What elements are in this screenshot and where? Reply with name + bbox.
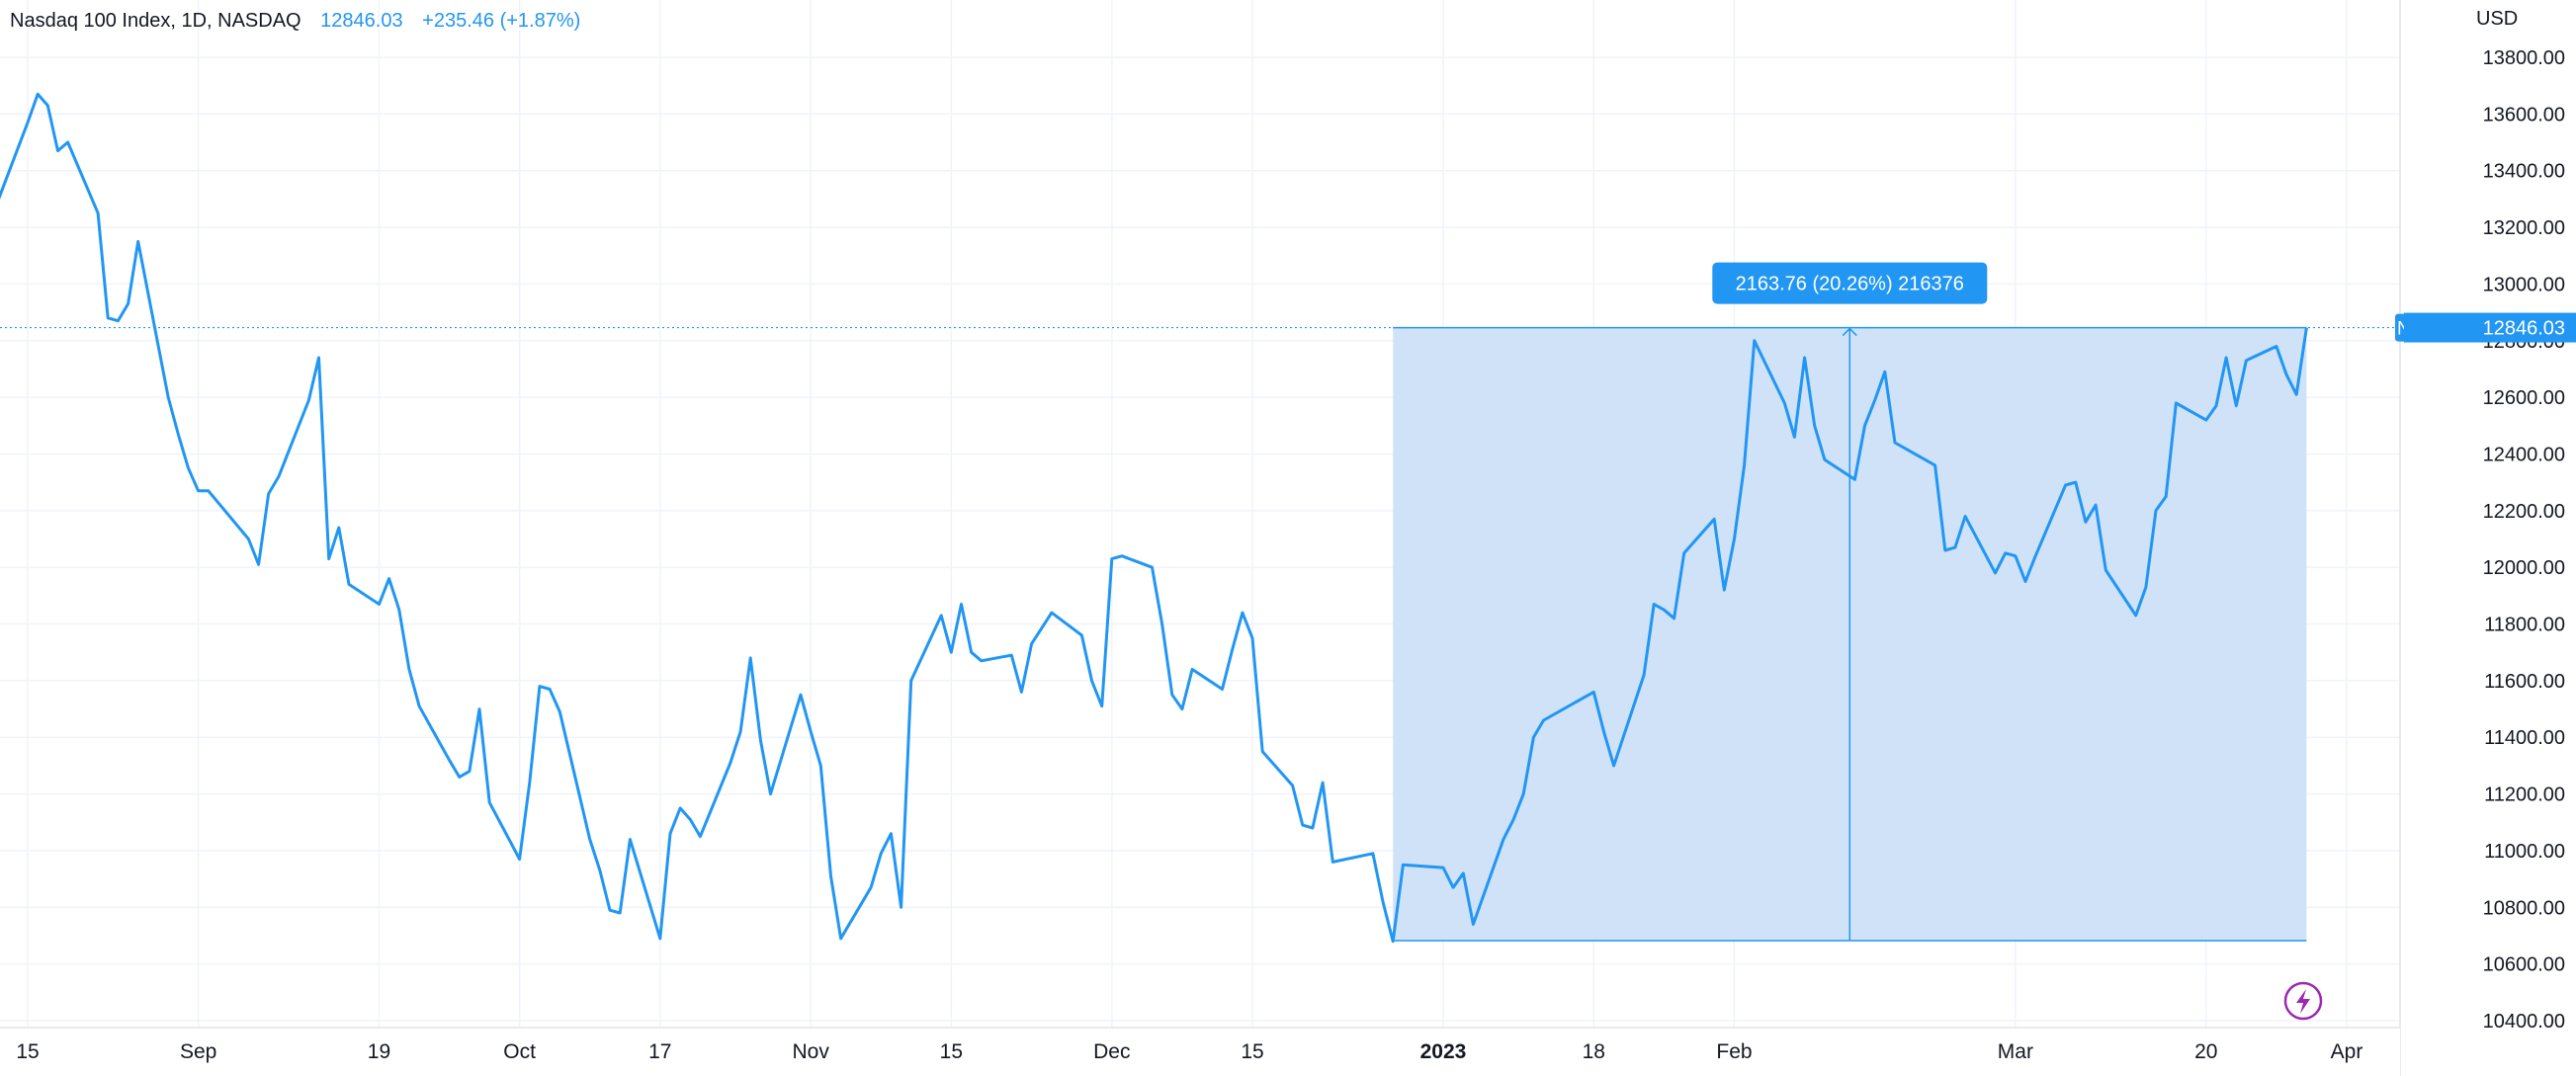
measure-label-text: 2163.76 (20.26%) 216376: [1736, 274, 1964, 295]
price-axis-tick-label: 11000.00: [2484, 841, 2565, 863]
time-axis-tick-label: Dec: [1093, 1040, 1130, 1063]
price-axis-tick-label: 12600.00: [2483, 387, 2565, 409]
price-axis-tick-label: 12200.00: [2483, 501, 2565, 523]
time-axis-tick-label: 15: [940, 1040, 963, 1063]
time-axis-tick-label: Nov: [792, 1040, 829, 1063]
current-price-tag-text: 12846.03: [2483, 318, 2565, 340]
time-axis-tick-label: 15: [1241, 1040, 1263, 1063]
price-axis-tick-label: 13600.00: [2483, 104, 2565, 125]
time-axis-tick-label: Apr: [2331, 1040, 2363, 1063]
time-axis-tick-label: Sep: [180, 1040, 216, 1063]
time-axis-tick-label: 2023: [1420, 1040, 1467, 1063]
replay-button[interactable]: [2283, 981, 2323, 1021]
price-axis-tick-label: 12000.00: [2483, 557, 2565, 579]
legend-last-value: 12846.03: [320, 10, 403, 32]
price-range-measure[interactable]: [1393, 326, 2307, 942]
price-axis-currency: USD: [2476, 8, 2518, 30]
measure-label-group: 2163.76 (20.26%) 216376: [1712, 262, 1988, 304]
price-axis-tick-label: 13000.00: [2483, 274, 2565, 295]
current-price-tag: [2404, 312, 2576, 343]
time-axis-tick-label: Feb: [1716, 1040, 1752, 1063]
price-axis-tick-label: 12400.00: [2483, 444, 2565, 465]
price-axis-tick-label: 11400.00: [2484, 727, 2565, 749]
price-axis-tick-label: 13200.00: [2483, 217, 2565, 239]
lightning-bolt-icon: [2296, 989, 2310, 1014]
price-axis-tick-label: 11200.00: [2484, 785, 2565, 806]
legend-symbol-title: Nasdaq 100 Index, 1D, NASDAQ: [10, 10, 301, 32]
time-axis-tick-label: 20: [2194, 1040, 2217, 1063]
price-axis-tick-label: 13800.00: [2483, 47, 2565, 69]
time-axis-tick-label: 15: [16, 1040, 39, 1063]
price-axis-tick-label: 13400.00: [2483, 161, 2565, 183]
price-axis-tick-label: 10400.00: [2483, 1011, 2565, 1033]
price-axis-tick-label: 11600.00: [2484, 671, 2565, 693]
measure-label-box: [1712, 262, 1988, 304]
price-axis-tick-label: 10600.00: [2483, 954, 2565, 976]
grid-lines: [0, 0, 2400, 1028]
price-axis[interactable]: USD 10400.00 10600.00 10800.00 11000.00 11200…: [2395, 0, 2576, 1076]
time-axis-tick-label: Mar: [1998, 1040, 2033, 1063]
arrow-up-icon: [1842, 327, 1857, 337]
time-axis[interactable]: 15 Sep 19 Oct 17 Nov 15 Dec 15 2023 18 Feb Mar 20 Apr: [0, 1027, 2400, 1076]
price-axis-tick-label: 10800.00: [2483, 897, 2565, 919]
symbol-legend: Nasdaq 100 Index, 1D, NASDAQ 12846.03 +2…: [10, 10, 580, 33]
time-axis-tick-label: 18: [1583, 1040, 1605, 1063]
time-axis-background: [0, 1028, 2400, 1076]
time-axis-tick-label: Oct: [503, 1040, 536, 1063]
price-axis-background: [2400, 0, 2576, 1076]
price-axis-tick-label: 11800.00: [2484, 615, 2565, 636]
price-series-line: [0, 92, 2308, 944]
time-axis-tick-label: 19: [368, 1040, 390, 1063]
time-axis-tick-label: 17: [648, 1040, 671, 1063]
legend-change: +235.46 (+1.87%): [422, 10, 581, 32]
